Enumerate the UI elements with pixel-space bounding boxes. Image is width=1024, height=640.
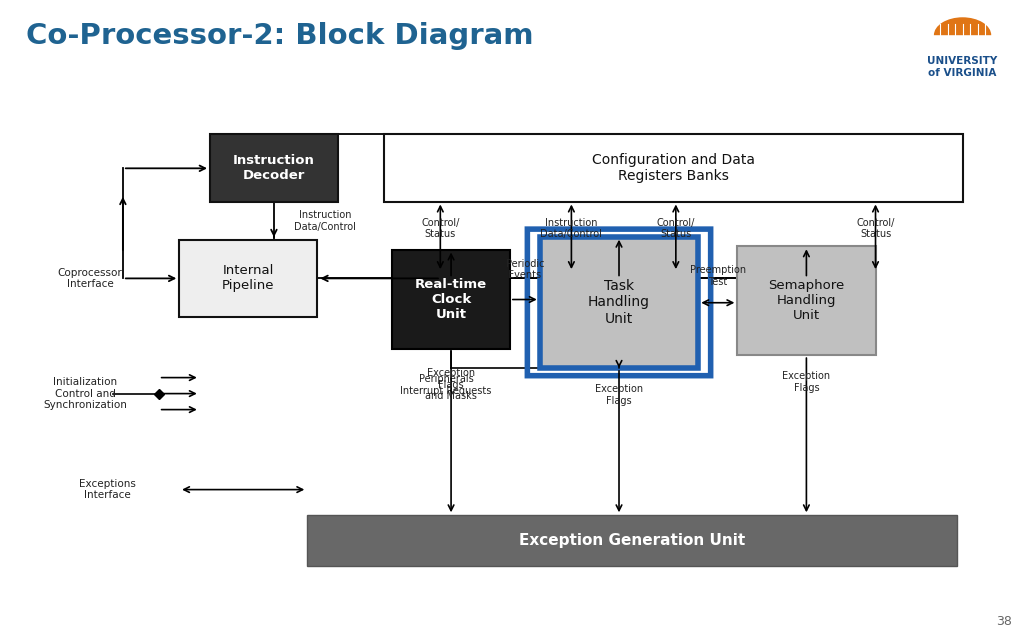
Text: Coprocessor
Interface: Coprocessor Interface <box>57 268 123 289</box>
Text: Exception Generation Unit: Exception Generation Unit <box>519 533 745 548</box>
FancyBboxPatch shape <box>540 237 698 368</box>
FancyBboxPatch shape <box>392 250 510 349</box>
Text: Internal
Pipeline: Internal Pipeline <box>222 264 274 292</box>
Text: UNIVERSITY
of VIRGINIA: UNIVERSITY of VIRGINIA <box>928 56 997 78</box>
Text: Task
Handling
Unit: Task Handling Unit <box>588 279 650 326</box>
Text: Control/
Status: Control/ Status <box>421 218 460 239</box>
Text: Instruction
Data/Control: Instruction Data/Control <box>541 218 602 239</box>
FancyBboxPatch shape <box>384 134 963 202</box>
Text: Real-time
Clock
Unit: Real-time Clock Unit <box>415 278 487 321</box>
Text: Exception
Flags
and Masks: Exception Flags and Masks <box>425 368 477 401</box>
FancyBboxPatch shape <box>179 240 317 317</box>
Text: Initialization
Control and
Synchronization: Initialization Control and Synchronizati… <box>43 377 127 410</box>
Text: Peripherals
Interrupt Requests: Peripherals Interrupt Requests <box>400 374 492 396</box>
Text: Instruction
Decoder: Instruction Decoder <box>233 154 314 182</box>
Text: Co-Processor-2: Block Diagram: Co-Processor-2: Block Diagram <box>26 22 534 51</box>
Text: Control/
Status: Control/ Status <box>856 218 895 239</box>
Text: Exceptions
Interface: Exceptions Interface <box>79 479 136 500</box>
Text: Periodic
Events: Periodic Events <box>506 259 544 280</box>
Text: Semaphore
Handling
Unit: Semaphore Handling Unit <box>768 279 845 323</box>
FancyBboxPatch shape <box>307 515 957 566</box>
Text: Control/
Status: Control/ Status <box>656 218 695 239</box>
Text: 38: 38 <box>995 616 1012 628</box>
Text: Configuration and Data
Registers Banks: Configuration and Data Registers Banks <box>592 153 755 183</box>
FancyBboxPatch shape <box>210 134 338 202</box>
FancyBboxPatch shape <box>737 246 876 355</box>
Text: Exception
Flags: Exception Flags <box>595 384 643 406</box>
Text: Preemption
Test: Preemption Test <box>690 265 745 287</box>
Wedge shape <box>934 17 991 35</box>
Text: Exception
Flags: Exception Flags <box>782 371 830 393</box>
Text: Instruction
Data/Control: Instruction Data/Control <box>295 210 356 232</box>
